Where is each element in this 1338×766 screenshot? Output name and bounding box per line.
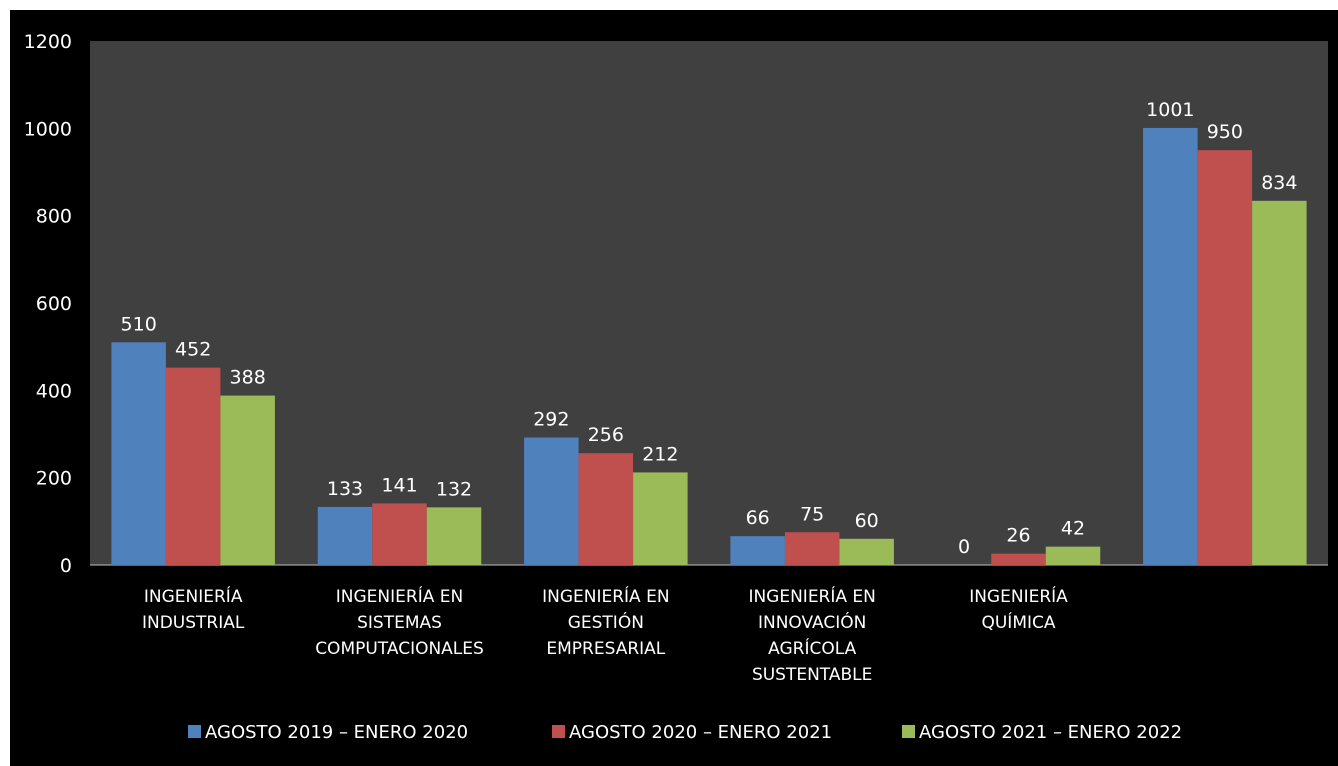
data-label: 75 (800, 503, 824, 525)
category-label: AGRÍCOLA (768, 637, 856, 659)
bar (220, 395, 275, 565)
data-label: 510 (121, 313, 157, 335)
y-tick-label: 800 (36, 206, 72, 228)
category-label: QUÍMICA (981, 611, 1055, 633)
plot-area (90, 41, 1328, 565)
y-tick-label: 1200 (24, 31, 72, 53)
category-label: GESTIÓN (568, 611, 644, 633)
data-label: 133 (327, 478, 363, 500)
data-label: 950 (1207, 121, 1243, 143)
data-label: 256 (588, 424, 624, 446)
legend: AGOSTO 2019 – ENERO 2020 AGOSTO 2020 – EN… (188, 722, 1182, 743)
data-label: 292 (533, 408, 569, 430)
data-label: 0 (958, 536, 970, 558)
category-label: INGENIERÍA (969, 585, 1068, 607)
data-label: 452 (175, 339, 211, 361)
bar (524, 437, 579, 565)
legend-swatch (552, 725, 565, 738)
bar (317, 506, 373, 565)
legend-entry: AGOSTO 2019 – ENERO 2020 (205, 722, 468, 743)
bar (633, 472, 688, 565)
data-label: 66 (746, 507, 770, 529)
chart-frame: 0 200 400 600 800 1000 1200 510 133 292 66 0 1001 45… (10, 10, 1338, 766)
category-label: INNOVACIÓN (758, 611, 866, 633)
legend-entry: AGOSTO 2021 – ENERO 2022 (919, 722, 1182, 743)
bar (1252, 200, 1307, 565)
category-labels: INGENIERÍA INDUSTRIAL INGENIERÍA EN SISTEMA… (142, 585, 1068, 685)
bar-chart: 0 200 400 600 800 1000 1200 510 133 292 66 0 1001 45… (24, 31, 1328, 743)
data-label: 834 (1261, 172, 1297, 194)
bar (578, 453, 634, 565)
category-label: INGENIERÍA EN (542, 585, 669, 607)
category-label: EMPRESARIAL (546, 639, 665, 659)
bar (991, 553, 1046, 565)
y-tick-label: 200 (36, 468, 72, 490)
data-label: 388 (230, 367, 266, 389)
legend-swatch (188, 725, 201, 738)
category-label: INDUSTRIAL (142, 613, 245, 633)
bar (784, 532, 840, 565)
category-label: INGENIERÍA (144, 585, 243, 607)
category-label: SISTEMAS (357, 613, 442, 633)
bar (1045, 546, 1101, 565)
data-label: 42 (1061, 518, 1085, 540)
data-label: 212 (642, 443, 678, 465)
bars (111, 127, 1307, 565)
bar (730, 536, 785, 565)
bar (426, 507, 482, 565)
data-label: 141 (381, 474, 417, 496)
category-label: INGENIERÍA EN (336, 585, 463, 607)
y-tick-label: 1000 (24, 118, 72, 140)
bar (839, 538, 894, 565)
y-axis-ticks: 0 200 400 600 800 1000 1200 (24, 31, 72, 577)
category-label: INGENIERÍA EN (748, 585, 875, 607)
bar (1143, 127, 1198, 565)
bar (372, 503, 427, 565)
legend-swatch (902, 725, 915, 738)
data-label: 1001 (1146, 99, 1194, 121)
bar (165, 367, 221, 565)
legend-entry: AGOSTO 2020 – ENERO 2021 (569, 722, 832, 743)
data-label: 60 (855, 510, 879, 532)
y-tick-label: 400 (36, 380, 72, 402)
data-label: 132 (436, 478, 472, 500)
data-label: 26 (1006, 525, 1030, 547)
category-label: COMPUTACIONALES (315, 639, 484, 659)
category-label: SUSTENTABLE (752, 665, 872, 685)
bar (1197, 150, 1253, 565)
bar (111, 342, 166, 565)
y-tick-label: 0 (60, 555, 72, 577)
data-labels: 510 133 292 66 0 1001 452 141 256 75 26 950 388 132 21… (121, 99, 1298, 558)
y-tick-label: 600 (36, 293, 72, 315)
